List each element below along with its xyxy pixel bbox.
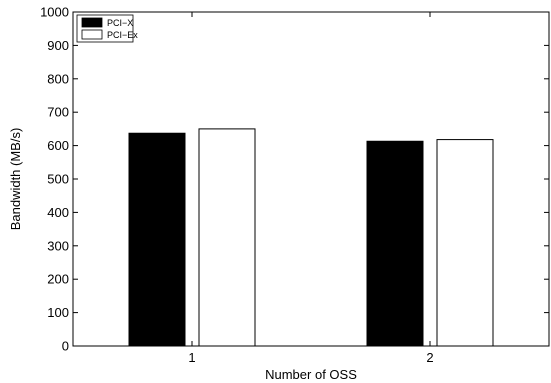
x-tick-label: 2 — [426, 350, 433, 365]
legend-swatch-pci-x — [81, 17, 103, 28]
y-axis-label: Bandwidth (MB/s) — [8, 128, 23, 231]
bar-pci-ex-oss-2 — [436, 139, 494, 347]
y-tick-label: 300 — [47, 238, 69, 253]
y-tick-label: 700 — [47, 105, 69, 120]
y-tick-label: 1000 — [40, 5, 69, 20]
y-tick-label: 800 — [47, 71, 69, 86]
legend: PCI−X PCI−Ex — [76, 14, 138, 43]
bar-pci-ex-oss-1 — [198, 128, 256, 347]
bar-pci-x-oss-1 — [128, 132, 186, 347]
bars-group — [128, 128, 494, 347]
y-tick-label: 200 — [47, 272, 69, 287]
y-tick-label: 600 — [47, 138, 69, 153]
bar-pci-x-oss-2 — [366, 140, 424, 347]
y-tick-label: 0 — [62, 339, 69, 354]
y-tick-label: 400 — [47, 205, 69, 220]
y-axis-ticks: 0 100 200 300 400 500 600 700 800 900 1000 — [40, 5, 549, 354]
x-axis-label: Number of OSS — [265, 367, 357, 382]
legend-label-pci-ex: PCI−Ex — [107, 30, 138, 40]
x-tick-label: 1 — [188, 350, 195, 365]
y-tick-label: 100 — [47, 305, 69, 320]
y-tick-label: 500 — [47, 172, 69, 187]
y-tick-label: 900 — [47, 38, 69, 53]
legend-swatch-pci-ex — [81, 29, 103, 40]
legend-label-pci-x: PCI−X — [107, 18, 133, 28]
